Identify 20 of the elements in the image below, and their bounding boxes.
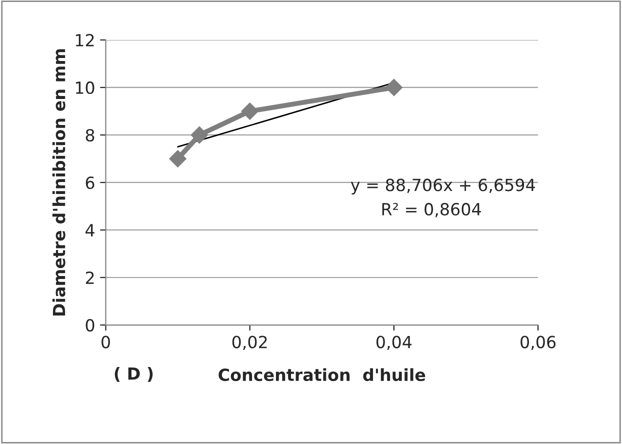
y-axis-title: Diametre d'hinibition en mm bbox=[52, 49, 66, 316]
point bbox=[190, 126, 208, 144]
point bbox=[385, 78, 402, 96]
x-tick-label: 0,04 bbox=[376, 336, 412, 350]
y-tick-label: 0 bbox=[86, 318, 94, 332]
x-tick-label: 0,02 bbox=[232, 336, 267, 350]
annotation: R² = 0,8604 bbox=[382, 202, 481, 218]
x-tick-label: 0,06 bbox=[520, 336, 556, 350]
text: ( D ) bbox=[114, 366, 153, 382]
y-tick-label: 12 bbox=[76, 34, 94, 46]
y-tick-label: 10 bbox=[76, 81, 94, 94]
y-tick-label: 4 bbox=[86, 224, 94, 236]
y-tick-label: 8 bbox=[86, 128, 94, 142]
point bbox=[169, 150, 186, 168]
x-axis-title: Concentration d'huile bbox=[218, 368, 426, 382]
annotation: y = 88,706x + 6,6594 bbox=[350, 178, 535, 194]
point bbox=[241, 102, 258, 120]
y-tick-label: 2 bbox=[86, 271, 94, 284]
y-tick-label: 6 bbox=[86, 176, 94, 190]
x-tick-label: 0 bbox=[102, 336, 110, 348]
